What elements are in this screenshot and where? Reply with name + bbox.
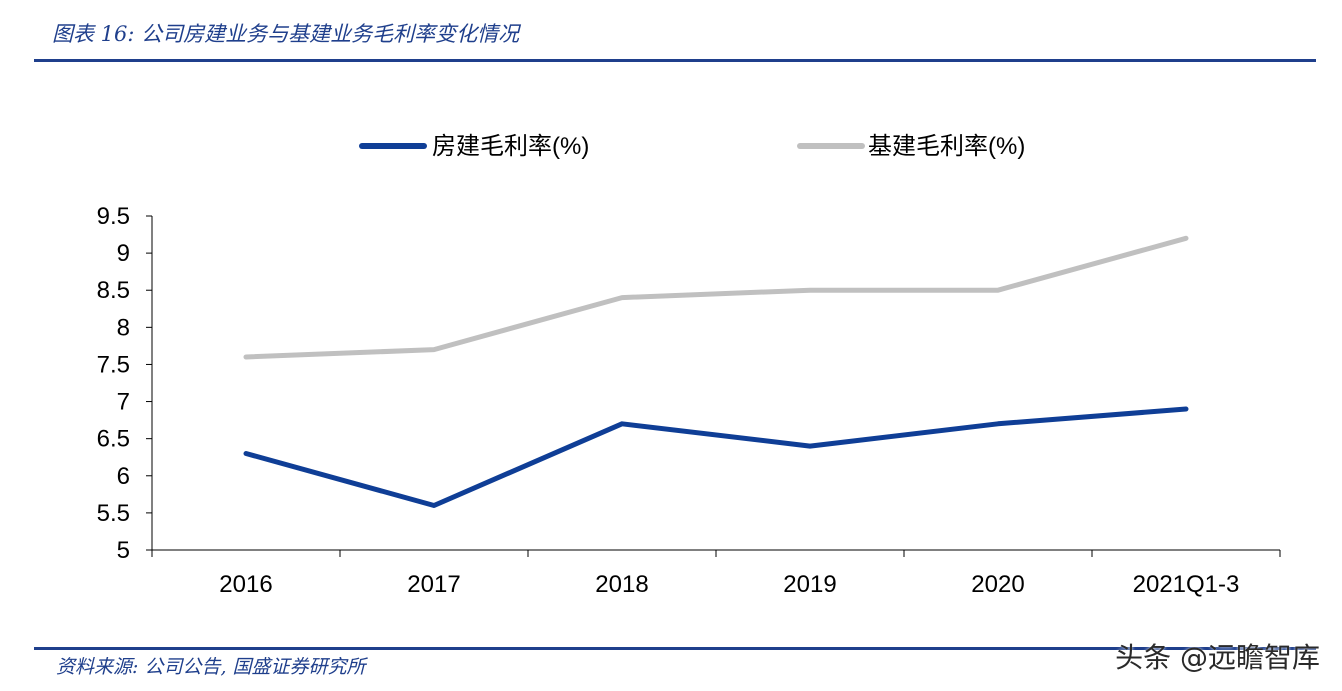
series-line-0 [243, 406, 1189, 508]
legend-label: 房建毛利率(%) [432, 133, 589, 160]
y-tick-label: 6.5 [97, 426, 130, 453]
y-tick-label: 8 [117, 314, 130, 341]
x-tick-label: 2018 [595, 571, 648, 598]
legend-label: 基建毛利率(%) [868, 133, 1025, 160]
y-tick-label: 5.5 [97, 500, 130, 527]
y-tick-label: 9 [117, 240, 130, 267]
x-tick-label: 2017 [407, 571, 460, 598]
watermark: 头条 @远瞻智库 [1115, 641, 1320, 674]
source-note: 资料来源: 公司公告, 国盛证券研究所 [56, 656, 366, 678]
line-chart: 房建毛利率(%) 基建毛利率(%) 5 5.5 6 6.5 7 7.5 8 8.5 9 9.5 201… [97, 133, 1281, 598]
series-line-1 [243, 235, 1189, 360]
x-tick-label: 2019 [783, 571, 836, 598]
y-tick-label: 8.5 [97, 277, 130, 304]
header-divider [34, 59, 1316, 62]
series-lines [243, 235, 1189, 508]
y-tick-label: 7 [117, 389, 130, 416]
y-tick-label: 5 [117, 537, 130, 564]
y-tick-label: 7.5 [97, 351, 130, 378]
y-tick-label: 6 [117, 463, 130, 490]
y-tick-label: 9.5 [97, 203, 130, 230]
legend: 房建毛利率(%) 基建毛利率(%) [359, 133, 1025, 160]
x-tick-label: 2016 [219, 571, 272, 598]
x-tick-label: 2021Q1-3 [1133, 571, 1240, 598]
x-tick-label: 2020 [971, 571, 1024, 598]
chart-title: 图表 16: 公司房建业务与基建业务毛利率变化情况 [52, 22, 520, 46]
axes: 5 5.5 6 6.5 7 7.5 8 8.5 9 9.5 2016 2017 2018 2019 2020… [97, 203, 1281, 598]
footer-divider [34, 647, 1316, 650]
